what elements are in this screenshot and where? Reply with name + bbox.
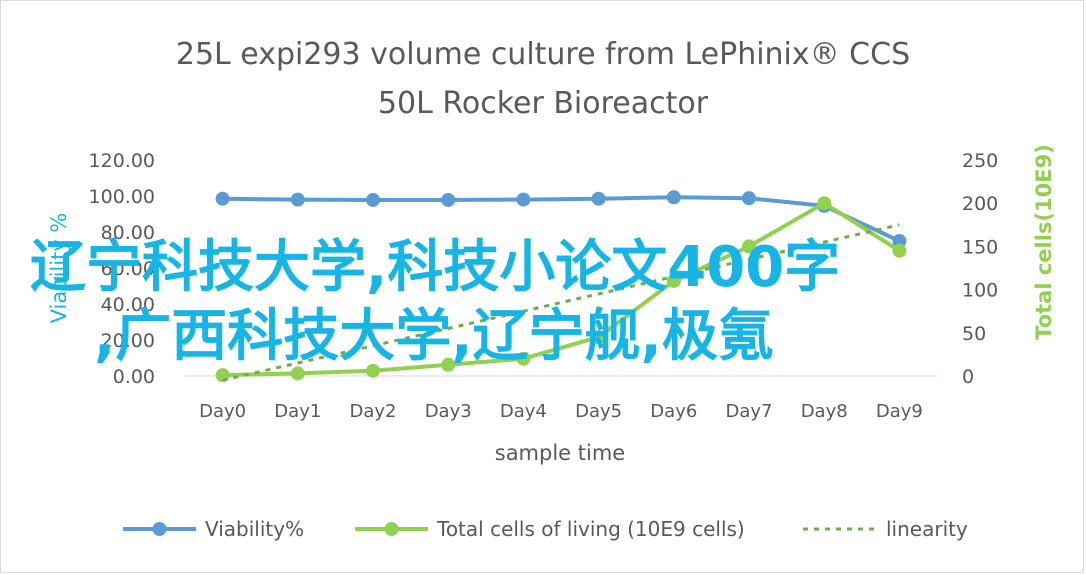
- right-tick-label: 200: [962, 193, 998, 215]
- data-point-total-cells: [591, 330, 606, 345]
- data-point-viability: [366, 192, 380, 207]
- right-tick-label: 50: [962, 323, 986, 345]
- x-tick-label: Day3: [425, 401, 472, 422]
- chart-title-line1: 25L expi293 volume culture from LePhinix…: [176, 37, 910, 72]
- left-axis-ticks: 0.00 20.00 40.00 60.00 80.00 100.00 120.00: [89, 150, 155, 388]
- right-axis-title: Total cells(10E9): [1032, 144, 1056, 340]
- data-point-viability: [666, 190, 681, 205]
- x-tick-label: Day8: [801, 401, 848, 422]
- right-axis-ticks: 0 50 100 150 200 250: [962, 150, 998, 388]
- legend-label: linearity: [886, 517, 968, 541]
- left-tick-label: 20.00: [101, 330, 155, 352]
- data-point-viability: [591, 191, 606, 206]
- data-point-viability: [892, 234, 907, 248]
- x-tick-label: Day7: [726, 401, 773, 422]
- data-point-total-cells: [742, 239, 756, 254]
- right-tick-label: 100: [962, 280, 998, 302]
- chart-title-line2: 50L Rocker Bioreactor: [378, 86, 709, 121]
- data-point-viability: [516, 192, 531, 207]
- data-point-viability: [742, 191, 756, 206]
- right-tick-label: 0: [962, 366, 974, 388]
- x-tick-label: Day1: [274, 401, 321, 422]
- data-point-viability: [215, 191, 230, 206]
- data-point-total-cells: [516, 351, 531, 366]
- x-tick-label: Day4: [500, 401, 547, 422]
- data-point-total-cells: [892, 243, 907, 258]
- left-tick-label: 0.00: [113, 366, 155, 388]
- data-point-total-cells: [817, 196, 832, 211]
- data-point-total-cells: [441, 357, 456, 372]
- right-tick-label: 250: [962, 150, 998, 172]
- x-axis-ticks: Day0 Day1 Day2 Day3 Day4 Day5 Day6 Day7 Day8 Day9: [199, 401, 923, 422]
- left-tick-label: 60.00: [101, 258, 155, 280]
- left-tick-label: 40.00: [101, 294, 155, 316]
- data-point-total-cells: [366, 363, 380, 378]
- overlay-text-line1: 辽宁科技大学,科技小论文400字: [30, 235, 840, 300]
- data-point-total-cells: [290, 366, 305, 381]
- series-line-total-cells: [222, 201, 901, 378]
- legend-marker: [152, 522, 167, 536]
- overlay-text-line2: ,广西科技大学,辽宁舰,极氪: [94, 304, 774, 369]
- x-tick-label: Day0: [199, 401, 246, 422]
- x-tick-label: Day9: [876, 401, 923, 422]
- left-tick-label: 120.00: [89, 150, 155, 172]
- legend-label: Viability%: [205, 517, 304, 541]
- x-axis-title: sample time: [495, 441, 625, 465]
- legend: Viability% Total cells of living (10E9 ce…: [123, 517, 968, 541]
- legend-label: Total cells of living (10E9 cells): [436, 517, 745, 541]
- series-line-viability: [222, 195, 901, 243]
- series-layer: [215, 190, 907, 383]
- left-axis-title: Viability %: [47, 213, 71, 324]
- right-tick-label: 150: [962, 236, 998, 258]
- data-point-total-cells: [666, 273, 681, 288]
- data-point-viability: [441, 192, 456, 207]
- x-tick-label: Day5: [575, 401, 622, 422]
- x-tick-label: Day2: [350, 401, 397, 422]
- left-tick-label: 80.00: [101, 222, 155, 244]
- x-tick-label: Day6: [650, 401, 697, 422]
- data-point-viability: [290, 192, 305, 207]
- legend-marker: [384, 522, 399, 536]
- left-tick-label: 100.00: [89, 186, 155, 208]
